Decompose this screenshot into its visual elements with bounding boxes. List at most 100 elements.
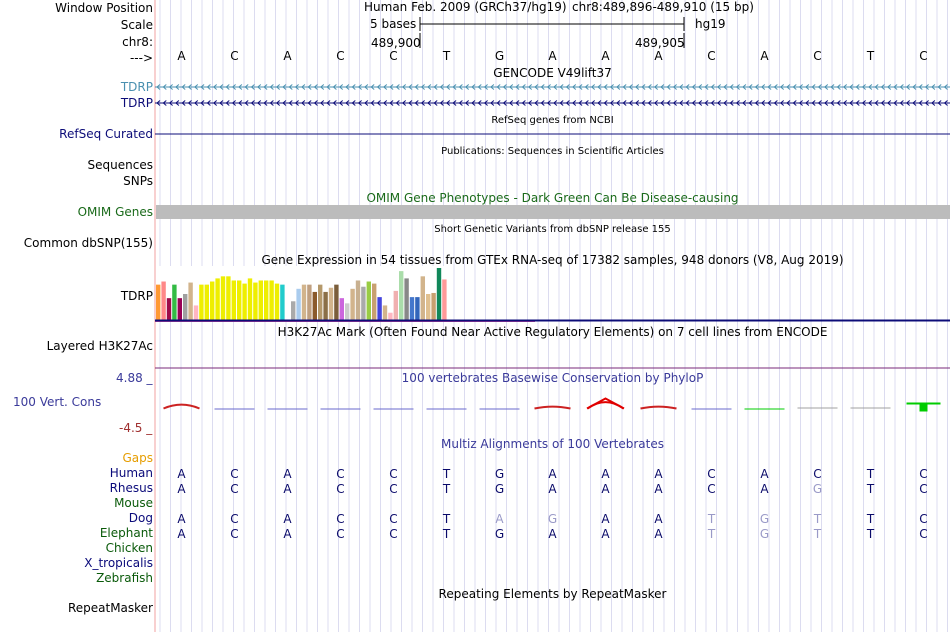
ruler-base: C — [230, 49, 239, 63]
strand-chevron — [527, 84, 533, 90]
alignment-base: C — [230, 512, 239, 526]
strand-chevron — [527, 100, 533, 106]
strand-chevron — [578, 100, 583, 106]
strand-chevron — [275, 100, 281, 106]
strand-chevron — [225, 84, 230, 90]
strand-chevron — [578, 84, 583, 90]
strand-chevron — [250, 100, 255, 106]
strand-chevron — [729, 84, 734, 90]
strand-chevron — [238, 100, 243, 106]
strand-chevron — [357, 84, 362, 90]
species-label[interactable]: Human — [109, 466, 153, 480]
alignment-base: G — [812, 482, 823, 496]
alignment-base: C — [389, 482, 398, 496]
species-label[interactable]: Chicken — [105, 541, 153, 555]
rmsk-track-label[interactable]: RepeatMasker — [67, 601, 153, 615]
h3k27ac-track-label[interactable]: Layered H3K27Ac — [46, 339, 153, 353]
strand-chevron — [931, 100, 936, 106]
strand-chevron — [351, 84, 356, 90]
cons-track-label[interactable]: 100 Vert. Cons — [13, 395, 102, 409]
omim-track-label[interactable]: OMIM Genes — [77, 205, 153, 219]
species-label[interactable]: Dog — [128, 511, 153, 525]
species-label[interactable]: Rhesus — [109, 481, 153, 495]
alignment-base: A — [283, 512, 292, 526]
gtex-tissue-bar — [269, 280, 274, 320]
species-label[interactable]: X_tropicalis — [84, 556, 153, 570]
pubs-sequences-label[interactable]: Sequences — [87, 158, 153, 172]
strand-chevron — [880, 84, 885, 90]
strand-chevron — [464, 100, 470, 106]
strand-chevron — [761, 84, 766, 90]
gtex-tissue-bar — [436, 268, 442, 320]
gtex-gene-label[interactable]: TDRP — [120, 289, 153, 303]
strand-chevron — [647, 84, 652, 90]
strand-chevron — [212, 84, 218, 90]
gtex-tissue-bar — [409, 297, 415, 320]
strand-chevron — [742, 84, 747, 90]
gene-label-tdrp-1[interactable]: TDRP — [120, 80, 153, 94]
strand-chevron — [257, 84, 262, 90]
strand-chevron — [534, 84, 539, 90]
alignment-base: A — [177, 512, 186, 526]
strand-chevron — [597, 84, 602, 90]
alignment-base: G — [494, 482, 505, 496]
strand-chevron — [521, 84, 526, 90]
strand-chevron — [710, 84, 715, 90]
refseq-track-label[interactable]: RefSeq Curated — [59, 127, 153, 141]
strand-chevron — [792, 100, 797, 106]
strand-chevron — [294, 84, 299, 90]
strand-chevron — [370, 100, 375, 106]
strand-chevron — [565, 84, 570, 90]
alignment-base: C — [919, 512, 928, 526]
gtex-tissue-bar — [382, 305, 388, 320]
strand-chevron — [754, 84, 759, 90]
strand-chevron — [861, 84, 866, 90]
alignment-base: T — [866, 467, 875, 481]
strand-chevron — [345, 84, 350, 90]
species-label[interactable]: Gaps — [122, 451, 153, 465]
alignment-base: C — [389, 467, 398, 481]
gtex-tissue-bar — [350, 288, 355, 320]
strand-chevron — [918, 100, 923, 106]
alignment-base: A — [283, 467, 292, 481]
gtex-tissue-bar — [366, 281, 371, 320]
strand-chevron — [603, 84, 608, 90]
strand-chevron — [206, 100, 211, 106]
strand-chevron — [748, 100, 753, 106]
strand-chevron — [798, 100, 803, 106]
multiz-track-title: Multiz Alignments of 100 Vertebrates — [440, 437, 665, 451]
strand-chevron — [332, 84, 337, 90]
strand-chevron — [521, 100, 526, 106]
gtex-tissue-bar — [328, 287, 334, 320]
gtex-tissue-bar — [226, 276, 231, 320]
alignment-base: A — [760, 467, 769, 481]
window-position-label: Window Position — [55, 1, 153, 15]
strand-chevron — [194, 84, 199, 90]
strand-chevron — [924, 84, 929, 90]
strand-chevron — [446, 84, 451, 90]
strand-chevron — [200, 100, 205, 106]
cons-value-bar — [691, 408, 732, 410]
gtex-tissue-bar — [183, 294, 188, 320]
species-label[interactable]: Mouse — [114, 496, 153, 510]
gtex-tissue-bar — [318, 284, 323, 320]
strand-chevron — [490, 100, 495, 106]
pubs-snps-label[interactable]: SNPs — [123, 174, 153, 188]
strand-chevron — [162, 84, 167, 90]
chrom-label: chr8: — [122, 35, 153, 49]
strand-chevron — [773, 100, 778, 106]
cons-value-bar — [744, 408, 785, 410]
species-label[interactable]: Elephant — [99, 526, 153, 540]
cons-min-value: -4.5 _ — [119, 421, 153, 435]
strand-chevron — [515, 100, 520, 106]
strand-chevron — [723, 100, 728, 106]
gtex-tissue-bar — [296, 288, 301, 320]
strand-chevron — [376, 84, 381, 90]
dbsnp-track-label[interactable]: Common dbSNP(155) — [23, 236, 153, 250]
species-label[interactable]: Zebrafish — [96, 571, 153, 585]
alignment-base: C — [336, 512, 345, 526]
gtex-tissue-bar — [258, 280, 263, 320]
gene-label-tdrp-2[interactable]: TDRP — [120, 96, 153, 110]
cons-value-bar — [214, 408, 255, 410]
